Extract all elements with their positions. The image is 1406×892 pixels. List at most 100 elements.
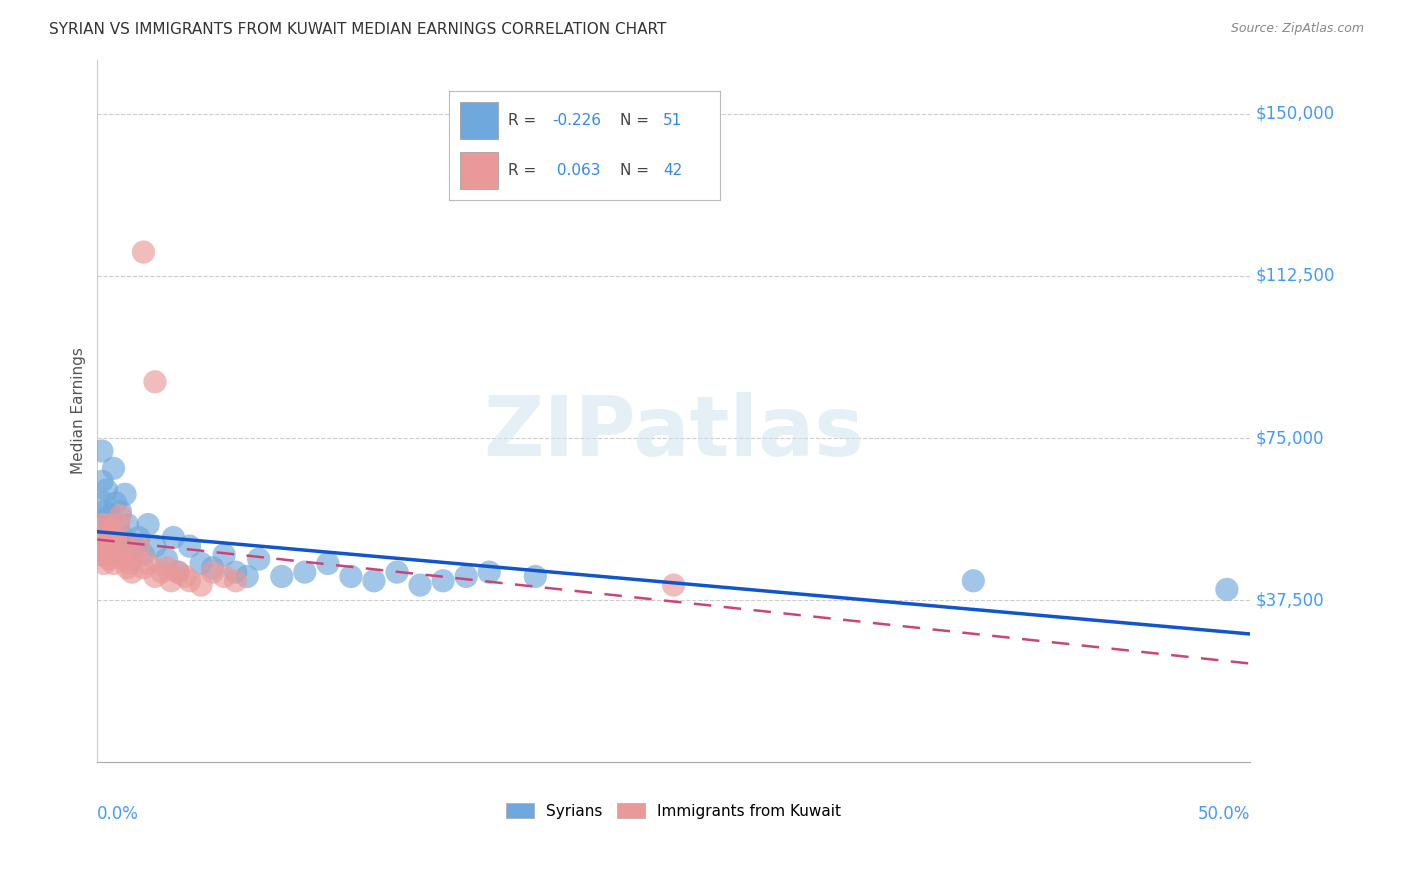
Point: [100, 539, 122, 553]
Point: [96, 539, 118, 553]
Point: [110, 508, 132, 523]
Point: [110, 505, 132, 519]
Point: [212, 548, 235, 562]
Text: $112,500: $112,500: [1256, 267, 1336, 285]
Point: [97, 531, 120, 545]
Point: [340, 569, 363, 583]
Point: [110, 539, 132, 553]
Point: [93, 548, 115, 562]
Text: $150,000: $150,000: [1256, 104, 1334, 123]
Point: [107, 517, 129, 532]
Point: [167, 565, 190, 579]
Point: [110, 548, 132, 562]
Point: [143, 375, 166, 389]
Point: [132, 561, 155, 575]
Point: [385, 565, 408, 579]
Point: [662, 578, 685, 592]
Point: [117, 517, 139, 532]
Point: [201, 561, 224, 575]
Point: [104, 534, 127, 549]
Point: [136, 517, 159, 532]
Text: SYRIAN VS IMMIGRANTS FROM KUWAIT MEDIAN EARNINGS CORRELATION CHART: SYRIAN VS IMMIGRANTS FROM KUWAIT MEDIAN …: [49, 22, 666, 37]
Point: [91, 444, 114, 458]
Text: Source: ZipAtlas.com: Source: ZipAtlas.com: [1230, 22, 1364, 36]
Text: $75,000: $75,000: [1256, 429, 1324, 447]
Point: [91, 475, 114, 489]
Point: [225, 565, 247, 579]
Point: [100, 548, 122, 562]
Point: [160, 574, 183, 588]
Point: [162, 531, 184, 545]
Point: [456, 569, 478, 583]
Point: [96, 483, 118, 497]
Point: [103, 461, 125, 475]
Point: [121, 565, 143, 579]
Point: [155, 552, 177, 566]
Point: [89, 531, 111, 545]
Point: [104, 548, 127, 562]
Point: [150, 565, 173, 579]
Point: [409, 578, 432, 592]
Point: [247, 552, 270, 566]
Point: [121, 552, 143, 566]
Point: [122, 539, 145, 553]
Point: [93, 505, 115, 519]
Point: [100, 522, 122, 536]
Legend: Syrians, Immigrants from Kuwait: Syrians, Immigrants from Kuwait: [501, 797, 848, 825]
Point: [190, 557, 212, 571]
Point: [111, 552, 134, 566]
Point: [225, 574, 247, 588]
Point: [128, 539, 150, 553]
Point: [97, 508, 120, 523]
Point: [114, 487, 136, 501]
Point: [190, 578, 212, 592]
Point: [132, 548, 155, 562]
Point: [363, 574, 385, 588]
Point: [97, 552, 120, 566]
Point: [91, 539, 114, 553]
Point: [432, 574, 454, 588]
Point: [201, 565, 224, 579]
Point: [236, 569, 259, 583]
Point: [96, 513, 118, 527]
Point: [104, 496, 127, 510]
Point: [1216, 582, 1239, 597]
Point: [167, 565, 190, 579]
Point: [179, 574, 201, 588]
Point: [524, 569, 547, 583]
Point: [103, 557, 125, 571]
Point: [96, 517, 118, 532]
Point: [91, 517, 114, 532]
Point: [89, 548, 111, 562]
Point: [270, 569, 292, 583]
Point: [143, 569, 166, 583]
Point: [155, 561, 177, 575]
Point: [114, 539, 136, 553]
Point: [103, 526, 125, 541]
Point: [93, 526, 115, 541]
Point: [118, 557, 141, 571]
Point: [111, 531, 134, 545]
Point: [478, 565, 501, 579]
Text: 0.0%: 0.0%: [97, 805, 139, 822]
Point: [89, 517, 111, 532]
Point: [107, 517, 129, 532]
Point: [128, 531, 150, 545]
Point: [93, 496, 115, 510]
Text: 50.0%: 50.0%: [1198, 805, 1250, 822]
Point: [294, 565, 316, 579]
Text: $37,500: $37,500: [1256, 591, 1324, 609]
Point: [174, 569, 197, 583]
Point: [143, 539, 166, 553]
Point: [93, 557, 115, 571]
Text: ZIPatlas: ZIPatlas: [484, 392, 865, 473]
Point: [316, 557, 339, 571]
Y-axis label: Median Earnings: Median Earnings: [72, 348, 86, 475]
Point: [132, 245, 155, 260]
Point: [97, 531, 120, 545]
Point: [100, 522, 122, 536]
Point: [122, 548, 145, 562]
Point: [136, 557, 159, 571]
Point: [212, 569, 235, 583]
Point: [117, 561, 139, 575]
